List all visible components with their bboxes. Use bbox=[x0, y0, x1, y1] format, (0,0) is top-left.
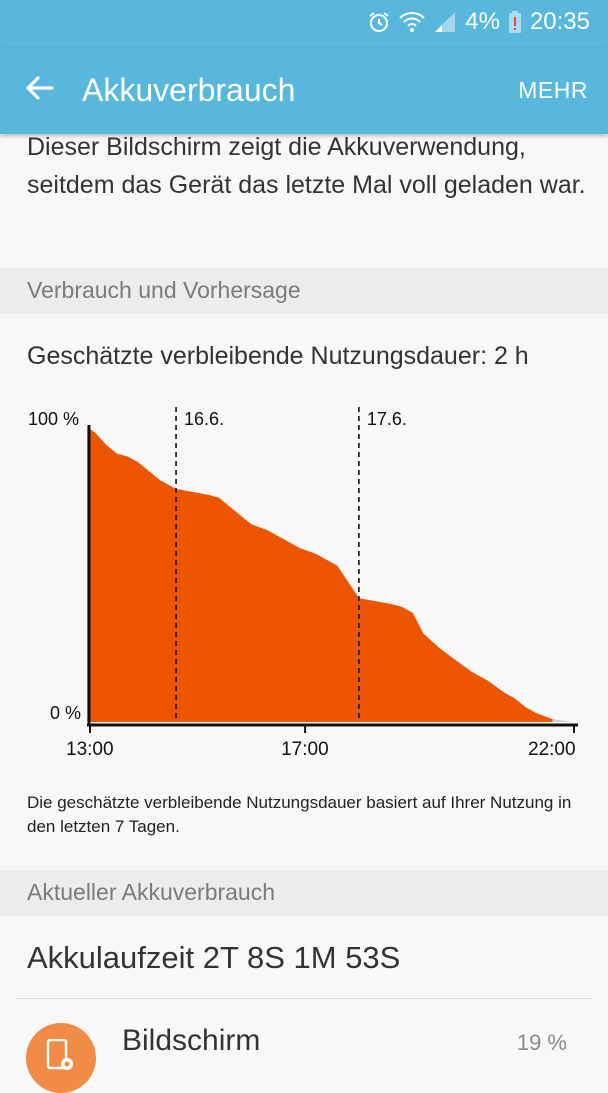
x-tick-label-1: 13:00 bbox=[66, 739, 114, 760]
clock: 20:35 bbox=[529, 8, 590, 35]
battery-low-icon bbox=[508, 10, 522, 34]
wifi-icon bbox=[399, 10, 425, 34]
intro-text: Dieser Bildschirm zeigt die Akkuverwendu… bbox=[27, 133, 586, 199]
battery-runtime: Akkulaufzeit 2T 8S 1M 53S bbox=[27, 940, 401, 975]
section-header-usage: Verbrauch und Vorhersage bbox=[0, 268, 608, 314]
alarm-icon bbox=[367, 10, 391, 34]
y-tick-label-100: 100 % bbox=[28, 409, 79, 429]
back-arrow-icon[interactable] bbox=[22, 70, 62, 110]
estimate-note: Die geschätzte verbleibende Nutzungsdaue… bbox=[27, 793, 572, 836]
section-header-current: Aktueller Akkuverbrauch bbox=[0, 870, 608, 916]
divider bbox=[16, 998, 592, 999]
signal-icon bbox=[433, 10, 457, 34]
page-title: Akkuverbrauch bbox=[82, 72, 296, 108]
day-marker-label-2: 17.6. bbox=[367, 409, 407, 429]
forecast-area bbox=[552, 719, 574, 722]
x-tick-label-3: 22:00 bbox=[528, 739, 576, 760]
status-bar: 4% 20:35 bbox=[0, 0, 608, 48]
screen-icon bbox=[26, 1023, 96, 1093]
app-bar: Akkuverbrauch MEHR bbox=[0, 48, 608, 134]
usage-area-series bbox=[87, 427, 553, 722]
more-button[interactable]: MEHR bbox=[518, 77, 588, 103]
app-percent: 19 % bbox=[516, 1030, 567, 1055]
day-marker-label-1: 16.6. bbox=[184, 409, 224, 429]
x-tick-label-2: 17:00 bbox=[281, 739, 329, 760]
remaining-time: Geschätzte verbleibende Nutzungsdauer: 2… bbox=[27, 342, 529, 370]
y-tick-label-0: 0 % bbox=[50, 703, 81, 723]
battery-usage-chart: 16.6. 17.6. 100 % 0 % 13:00 17:00 22:00 bbox=[28, 407, 578, 760]
section-usage-label: Verbrauch und Vorhersage bbox=[27, 277, 301, 303]
battery-percent: 4% bbox=[465, 8, 500, 35]
section-current-label: Aktueller Akkuverbrauch bbox=[27, 879, 276, 905]
app-name: Bildschirm bbox=[122, 1024, 261, 1057]
